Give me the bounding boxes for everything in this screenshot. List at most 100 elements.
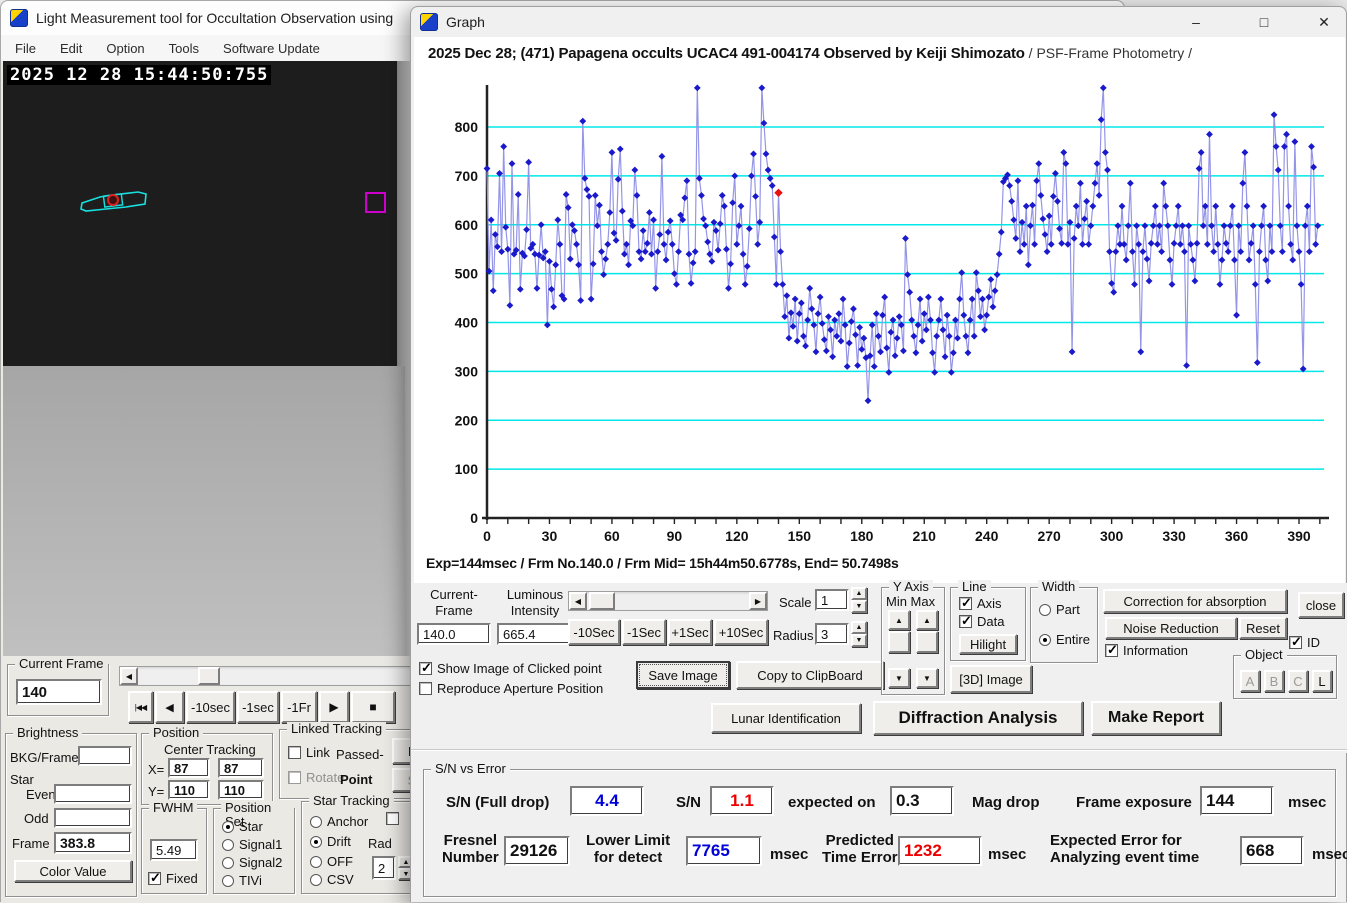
object-b-button[interactable]: B bbox=[1264, 670, 1284, 692]
close-window-button[interactable]: ✕ bbox=[1307, 9, 1341, 35]
light-curve-chart[interactable]: 2025 Dec 28; (471) Papagena occults UCAC… bbox=[414, 37, 1345, 583]
diffraction-analysis-button[interactable]: Diffraction Analysis bbox=[873, 701, 1083, 735]
radio-drift-label: Drift bbox=[327, 834, 351, 849]
frame-brightness-field[interactable]: 383.8 bbox=[54, 832, 132, 854]
play-button[interactable]: ▶ bbox=[319, 691, 349, 723]
line-data-checkbox[interactable] bbox=[959, 615, 972, 628]
ymin-up-icon[interactable]: ▲ bbox=[888, 610, 910, 630]
noise-reduction-button[interactable]: Noise Reduction bbox=[1105, 617, 1237, 639]
x-center-field[interactable]: 87 bbox=[168, 758, 210, 778]
color-value-button[interactable]: Color Value bbox=[14, 860, 132, 882]
rad-field[interactable]: 2 bbox=[372, 856, 396, 880]
frame-exposure-field[interactable]: 144 bbox=[1200, 786, 1274, 816]
plus-1sec-graph-button[interactable]: +1Sec bbox=[668, 619, 712, 645]
expected-error-field[interactable]: 668 bbox=[1240, 836, 1304, 866]
object-l-button[interactable]: L bbox=[1312, 670, 1332, 692]
expected-on-field[interactable]: 0.3 bbox=[890, 786, 954, 816]
frame-scrollbar[interactable]: ◀ bbox=[119, 666, 411, 686]
copy-to-clipboard-button[interactable]: Copy to ClipBoard bbox=[736, 661, 884, 689]
y-tracking-field[interactable]: 110 bbox=[218, 780, 264, 800]
predicted-time-error-field[interactable]: 1232 bbox=[898, 836, 982, 866]
ymin-down-icon[interactable]: ▼ bbox=[888, 668, 910, 688]
link-checkbox[interactable] bbox=[288, 746, 301, 759]
graph-scrollbar-left-icon[interactable]: ◀ bbox=[569, 592, 587, 610]
bkg-frame-field[interactable] bbox=[78, 746, 132, 766]
line-axis-label: Axis bbox=[977, 596, 1002, 611]
frame-scrollbar-thumb[interactable] bbox=[198, 667, 220, 685]
scale-spin-down-icon[interactable]: ▼ bbox=[851, 600, 867, 613]
minus-1sec-graph-button[interactable]: -1Sec bbox=[622, 619, 666, 645]
menu-option[interactable]: Option bbox=[94, 37, 156, 60]
show-image-checkbox[interactable] bbox=[419, 662, 432, 675]
sn-full-drop-field[interactable]: 4.4 bbox=[570, 786, 644, 816]
make-report-button[interactable]: Make Report bbox=[1091, 701, 1221, 735]
ymax-value-button[interactable] bbox=[916, 631, 938, 653]
fwhm-fixed-checkbox[interactable] bbox=[148, 872, 161, 885]
ymin-value-button[interactable] bbox=[888, 631, 910, 653]
line-axis-checkbox[interactable] bbox=[959, 597, 972, 610]
menu-edit[interactable]: Edit bbox=[48, 37, 94, 60]
radio-signal1[interactable] bbox=[222, 839, 234, 851]
scale-spin-up-icon[interactable]: ▲ bbox=[851, 587, 867, 600]
graph-scrollbar-thumb[interactable] bbox=[589, 592, 615, 610]
reproduce-aperture-checkbox[interactable] bbox=[419, 682, 432, 695]
plus-10sec-graph-button[interactable]: +10Sec bbox=[714, 619, 768, 645]
hilight-button[interactable]: Hilight bbox=[959, 634, 1017, 654]
correction-absorption-button[interactable]: Correction for absorption bbox=[1103, 589, 1287, 613]
save-image-button[interactable]: Save Image bbox=[636, 661, 730, 689]
star-tracking-checkbox[interactable] bbox=[386, 812, 399, 825]
object-a-button[interactable]: A bbox=[1240, 670, 1260, 692]
radio-star[interactable] bbox=[222, 821, 234, 833]
reset-button[interactable]: Reset bbox=[1239, 617, 1287, 639]
star-even-field[interactable] bbox=[54, 784, 132, 804]
menu-software-update[interactable]: Software Update bbox=[211, 37, 332, 60]
radius-spin-down-icon[interactable]: ▼ bbox=[851, 634, 867, 647]
stop-button[interactable]: ■ bbox=[351, 691, 395, 723]
maximize-button[interactable]: □ bbox=[1247, 9, 1281, 35]
star-odd-field[interactable] bbox=[54, 808, 132, 828]
radio-signal2[interactable] bbox=[222, 857, 234, 869]
width-part-radio[interactable] bbox=[1039, 604, 1051, 616]
3d-image-button[interactable]: [3D] Image bbox=[950, 665, 1032, 693]
menu-file[interactable]: File bbox=[3, 37, 48, 60]
minus-10sec-graph-button[interactable]: -10Sec bbox=[568, 619, 620, 645]
minus-10sec-button[interactable]: -10sec bbox=[186, 691, 235, 723]
ymax-down-icon[interactable]: ▼ bbox=[916, 668, 938, 688]
svg-text:600: 600 bbox=[455, 217, 479, 233]
menu-tools[interactable]: Tools bbox=[157, 37, 211, 60]
radio-csv[interactable] bbox=[310, 874, 322, 886]
lunar-identification-button[interactable]: Lunar Identification bbox=[711, 703, 861, 733]
fresnel-number-field[interactable]: 29126 bbox=[504, 836, 570, 866]
x-tracking-field[interactable]: 87 bbox=[218, 758, 264, 778]
graph-current-frame-field[interactable]: 140.0 bbox=[417, 623, 491, 645]
radius-spin-up-icon[interactable]: ▲ bbox=[851, 621, 867, 634]
lower-limit-field[interactable]: 7765 bbox=[686, 836, 762, 866]
go-to-start-button[interactable]: |◀◀ bbox=[128, 691, 153, 723]
video-frame[interactable]: 2025 12 28 15:44:50:755 bbox=[3, 61, 405, 366]
frame-scrollbar-left-icon[interactable]: ◀ bbox=[120, 667, 138, 685]
width-entire-radio[interactable] bbox=[1039, 634, 1051, 646]
graph-scrollbar-right-icon[interactable]: ▶ bbox=[749, 592, 767, 610]
sn-field[interactable]: 1.1 bbox=[710, 786, 774, 816]
scale-field[interactable]: 1 bbox=[815, 589, 849, 611]
radio-off[interactable] bbox=[310, 856, 322, 868]
ymax-up-icon[interactable]: ▲ bbox=[916, 610, 938, 630]
step-back-button[interactable]: ◀ bbox=[155, 691, 184, 723]
minus-1sec-button[interactable]: -1sec bbox=[237, 691, 279, 723]
rotate-checkbox[interactable] bbox=[288, 771, 301, 784]
radio-tivi[interactable] bbox=[222, 875, 234, 887]
current-frame-field[interactable]: 140 bbox=[16, 679, 102, 705]
light-curve-plot[interactable]: 0306090120150180210240270300330360390010… bbox=[419, 83, 1344, 555]
radius-field[interactable]: 3 bbox=[815, 623, 849, 645]
id-checkbox[interactable] bbox=[1289, 636, 1302, 649]
radio-anchor[interactable] bbox=[310, 816, 322, 828]
minimize-button[interactable]: – bbox=[1179, 9, 1213, 35]
radio-drift[interactable] bbox=[310, 836, 322, 848]
object-c-button[interactable]: C bbox=[1288, 670, 1308, 692]
graph-scrollbar[interactable]: ◀ ▶ bbox=[568, 591, 768, 611]
information-checkbox[interactable] bbox=[1105, 644, 1118, 657]
y-center-field[interactable]: 110 bbox=[168, 780, 210, 800]
fwhm-field[interactable]: 5.49 bbox=[150, 839, 198, 861]
minus-1frame-button[interactable]: -1Fr bbox=[281, 691, 317, 723]
close-graph-button[interactable]: close bbox=[1298, 592, 1344, 618]
